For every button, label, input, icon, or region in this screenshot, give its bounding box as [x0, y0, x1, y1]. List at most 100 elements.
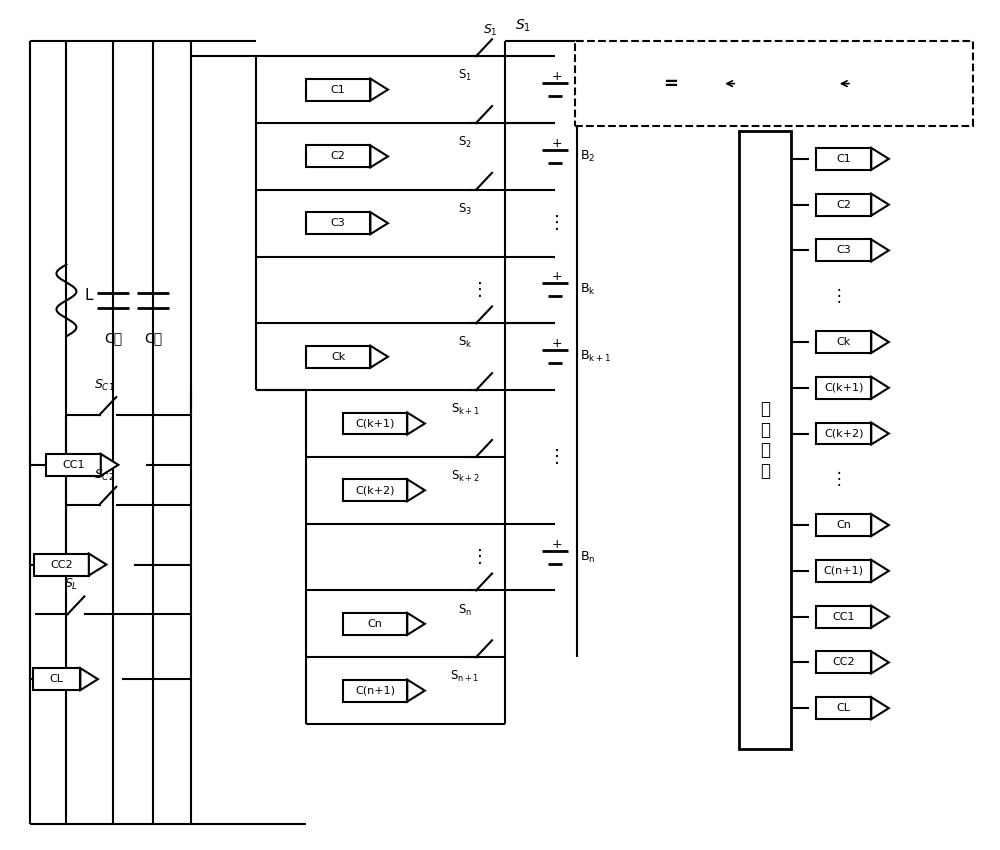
Text: $S_1$: $S_1$ — [515, 18, 531, 34]
Text: $\mathrm{B_1}$: $\mathrm{B_1}$ — [580, 82, 595, 97]
Bar — [575, 42, 973, 126]
Text: $S_1$: $S_1$ — [483, 23, 497, 38]
Polygon shape — [370, 79, 388, 100]
Text: C(k+1): C(k+1) — [355, 418, 395, 428]
Text: Cn: Cn — [367, 619, 382, 629]
Polygon shape — [80, 668, 98, 690]
Bar — [816, 606, 871, 627]
Text: $\mathrm{B_{k+1}}$: $\mathrm{B_{k+1}}$ — [580, 349, 611, 365]
Text: C(k+2): C(k+2) — [824, 428, 864, 439]
Text: $S_L$: $S_L$ — [64, 577, 79, 592]
Polygon shape — [871, 514, 889, 536]
Text: +: + — [552, 71, 562, 83]
Bar — [816, 148, 871, 170]
Text: CC2: CC2 — [833, 657, 855, 667]
Text: Ck: Ck — [331, 352, 345, 362]
Text: CL: CL — [837, 703, 851, 713]
Text: +: + — [552, 137, 562, 150]
Text: Ck: Ck — [837, 337, 851, 347]
Text: L: L — [84, 288, 93, 303]
Text: CC1: CC1 — [62, 460, 85, 470]
Bar — [816, 697, 871, 719]
Bar — [816, 331, 871, 353]
Bar — [816, 560, 871, 581]
Polygon shape — [871, 194, 889, 216]
Text: $\mathrm{B_2}$: $\mathrm{B_2}$ — [580, 149, 595, 164]
Text: =: = — [663, 75, 678, 93]
Polygon shape — [407, 479, 425, 502]
Text: Cn: Cn — [836, 520, 851, 530]
Bar — [306, 79, 370, 100]
Text: C1: C1 — [331, 85, 345, 94]
Polygon shape — [871, 148, 889, 170]
Text: ⋮: ⋮ — [548, 448, 566, 466]
Text: $\mathrm{S_1}$: $\mathrm{S_1}$ — [458, 68, 472, 83]
Text: +: + — [552, 337, 562, 350]
Polygon shape — [370, 346, 388, 368]
Polygon shape — [871, 377, 889, 399]
Bar — [816, 422, 871, 445]
Text: ⋮: ⋮ — [471, 548, 489, 566]
Polygon shape — [407, 613, 425, 635]
Bar — [306, 145, 370, 167]
Polygon shape — [370, 145, 388, 167]
Text: $S_{C1}$: $S_{C1}$ — [94, 378, 115, 393]
Text: $\mathrm{S_n}$: $\mathrm{S_n}$ — [458, 603, 472, 617]
Text: $\mathrm{B_n}$: $\mathrm{B_n}$ — [580, 549, 595, 564]
Text: C3: C3 — [331, 218, 345, 228]
Text: $\mathrm{B_k}$: $\mathrm{B_k}$ — [580, 282, 595, 297]
Text: CC2: CC2 — [50, 559, 73, 570]
Text: C奇: C奇 — [144, 332, 162, 345]
Text: C(n+1): C(n+1) — [824, 566, 864, 575]
Bar — [343, 613, 407, 635]
Text: C偶: C偶 — [104, 332, 122, 345]
Text: $\mathrm{S_{k+1}}$: $\mathrm{S_{k+1}}$ — [451, 402, 480, 417]
Text: $\mathrm{S_2}$: $\mathrm{S_2}$ — [458, 135, 472, 150]
Polygon shape — [871, 606, 889, 627]
Text: $S_{C2}$: $S_{C2}$ — [94, 468, 115, 483]
Text: +: + — [552, 537, 562, 551]
Text: $\mathrm{S_k}$: $\mathrm{S_k}$ — [458, 335, 472, 350]
Text: C(k+2): C(k+2) — [355, 485, 395, 496]
Text: C1: C1 — [836, 154, 851, 164]
Polygon shape — [407, 412, 425, 434]
Bar — [816, 240, 871, 262]
Text: C2: C2 — [836, 200, 851, 210]
Bar — [816, 194, 871, 216]
Bar — [816, 514, 871, 536]
Polygon shape — [871, 422, 889, 445]
Text: 控
制
单
元: 控 制 单 元 — [760, 400, 770, 480]
Bar — [739, 131, 791, 749]
Text: $\mathrm{S_3}$: $\mathrm{S_3}$ — [458, 201, 472, 217]
Text: CL: CL — [49, 674, 63, 684]
Text: ⋮: ⋮ — [831, 470, 847, 488]
Text: ⋮: ⋮ — [548, 214, 566, 232]
Polygon shape — [871, 560, 889, 581]
Polygon shape — [871, 240, 889, 262]
Bar — [33, 668, 80, 690]
Text: $\mathrm{S_{k+2}}$: $\mathrm{S_{k+2}}$ — [451, 469, 480, 484]
Polygon shape — [871, 331, 889, 353]
Polygon shape — [871, 697, 889, 719]
Text: $\mathrm{S_{n+1}}$: $\mathrm{S_{n+1}}$ — [450, 669, 480, 684]
Polygon shape — [871, 651, 889, 673]
Text: C2: C2 — [331, 151, 345, 162]
Text: C3: C3 — [836, 246, 851, 255]
Text: C(k+1): C(k+1) — [824, 382, 864, 393]
Bar — [46, 454, 101, 476]
Bar — [306, 212, 370, 234]
Polygon shape — [89, 553, 106, 575]
Bar — [34, 553, 89, 575]
Bar — [306, 346, 370, 368]
Polygon shape — [407, 680, 425, 701]
Bar — [816, 377, 871, 399]
Bar — [343, 680, 407, 701]
Bar — [816, 651, 871, 673]
Polygon shape — [370, 212, 388, 234]
Text: +: + — [552, 270, 562, 284]
Text: CC1: CC1 — [833, 612, 855, 621]
Text: ⋮: ⋮ — [471, 281, 489, 299]
Text: C(n+1): C(n+1) — [355, 686, 395, 695]
Text: ⋮: ⋮ — [831, 287, 847, 305]
Polygon shape — [101, 454, 118, 476]
